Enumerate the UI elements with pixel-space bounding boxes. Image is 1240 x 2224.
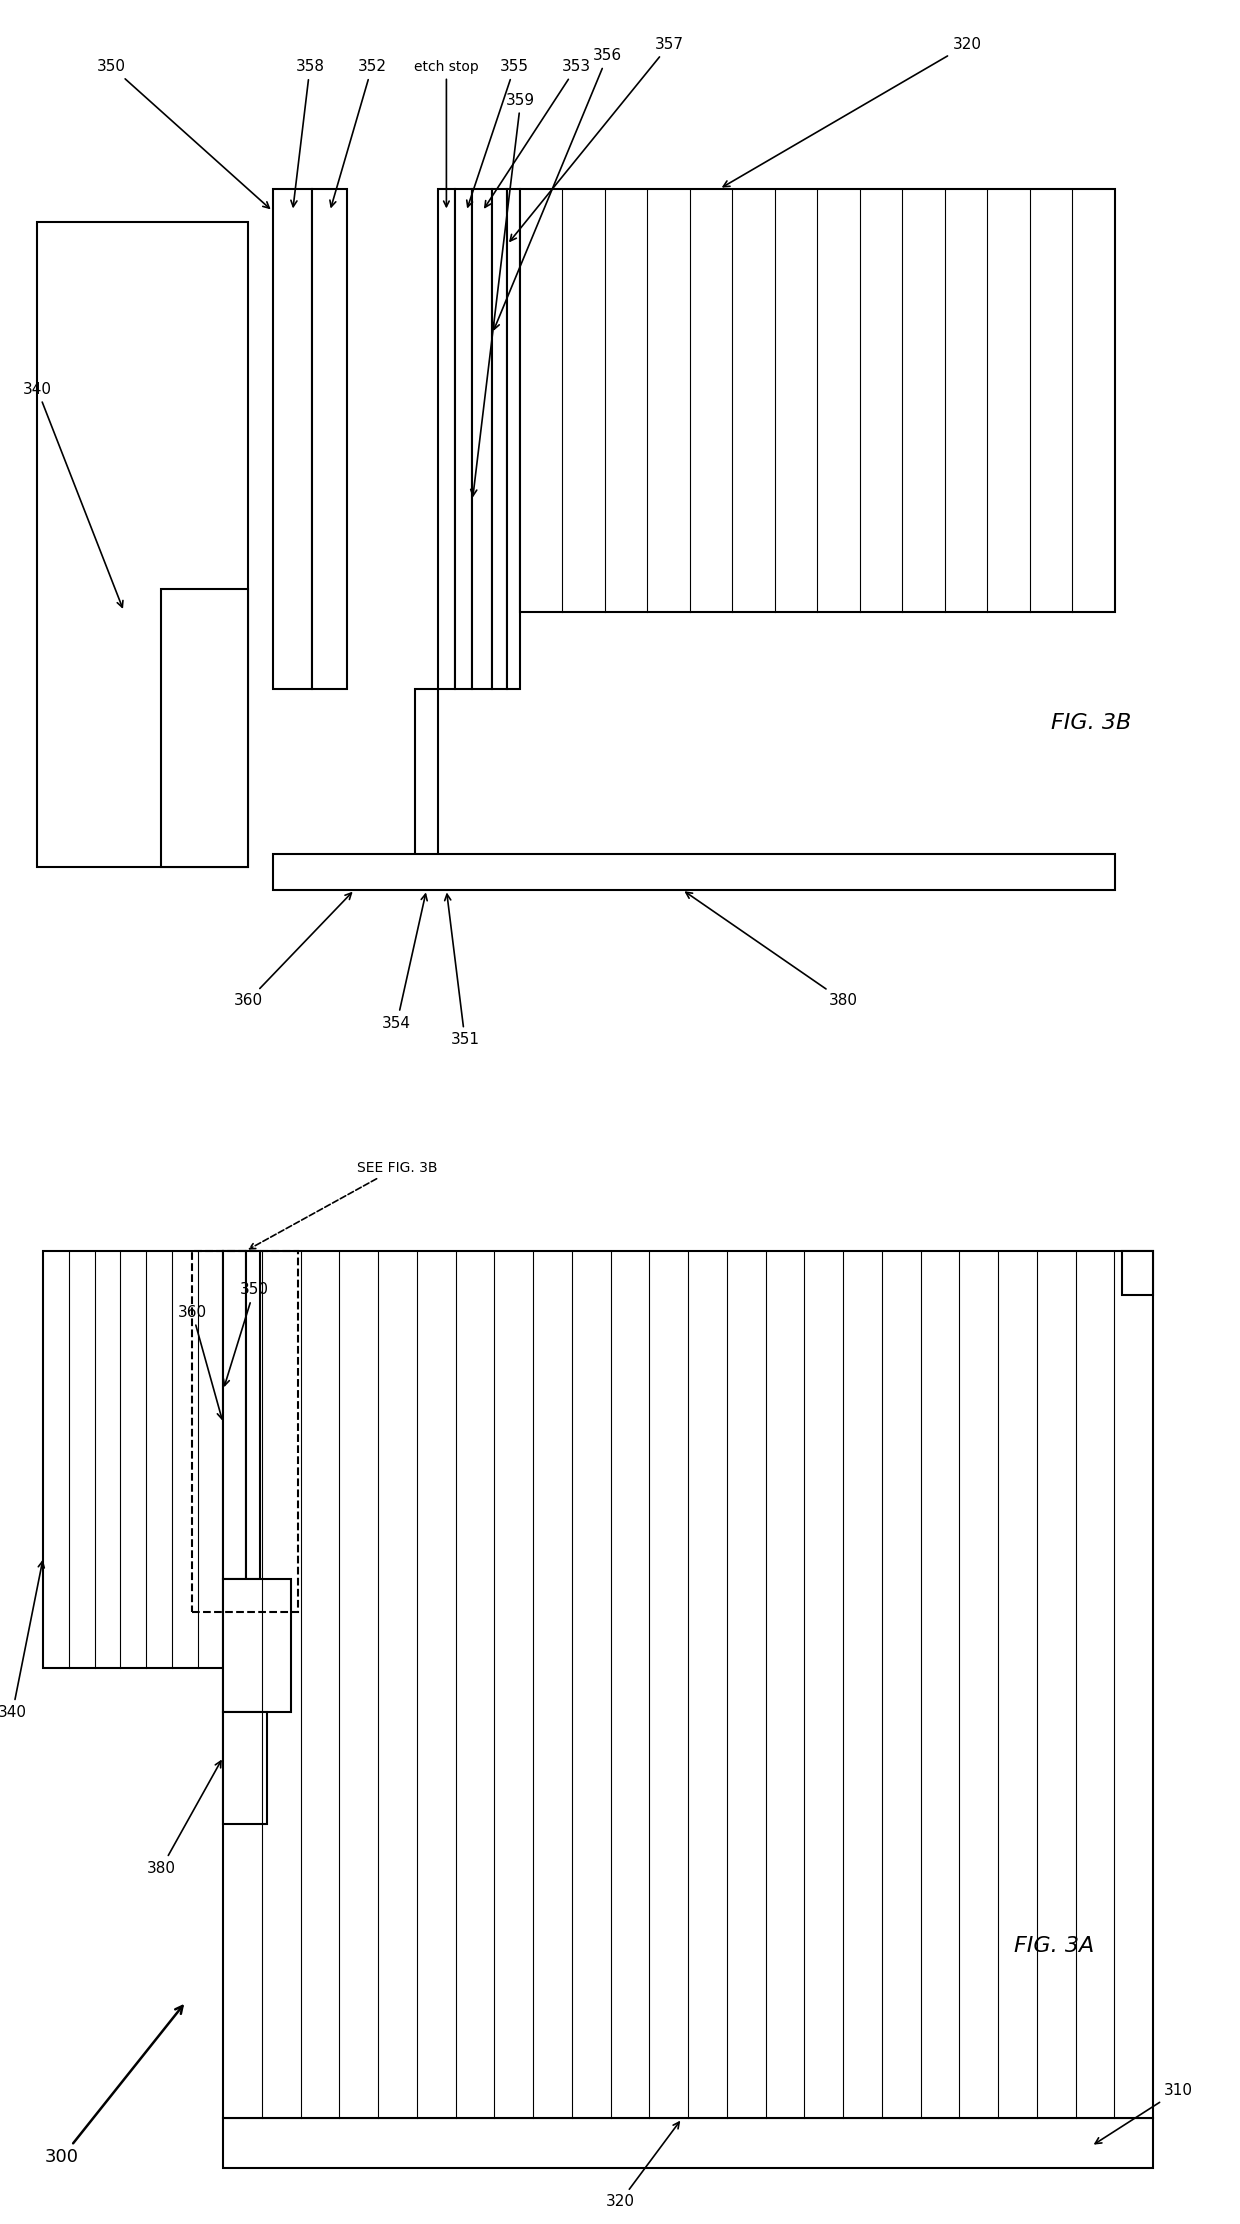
Bar (415, 689, 438, 867)
Bar (192, 1250, 298, 1612)
Text: 320: 320 (723, 38, 982, 187)
Text: 320: 320 (605, 2122, 680, 2208)
Bar (37, 222, 248, 867)
Bar (223, 1712, 267, 1824)
Text: 350: 350 (223, 1283, 269, 1386)
Bar (223, 1579, 291, 1712)
Text: 358: 358 (291, 60, 325, 207)
Bar (438, 189, 455, 689)
Bar (161, 589, 248, 867)
Text: FIG. 3B: FIG. 3B (1052, 714, 1131, 732)
Text: 352: 352 (330, 60, 387, 207)
Text: etch stop: etch stop (414, 60, 479, 207)
Bar (223, 1250, 1153, 2117)
Text: 350: 350 (97, 60, 269, 209)
Text: 354: 354 (382, 894, 428, 1030)
Bar (223, 2117, 1153, 2168)
Bar (312, 189, 347, 689)
Text: SEE FIG. 3B: SEE FIG. 3B (249, 1161, 436, 1248)
Text: 310: 310 (1095, 2084, 1193, 2144)
Text: 355: 355 (466, 60, 529, 207)
Text: 360: 360 (177, 1305, 223, 1419)
Text: 356: 356 (494, 49, 622, 329)
Text: 380: 380 (686, 892, 858, 1007)
Bar (1122, 1250, 1153, 1294)
Bar (472, 189, 492, 689)
Text: 340: 340 (22, 383, 123, 607)
Text: 359: 359 (471, 93, 536, 496)
Bar (455, 189, 472, 689)
Text: 353: 353 (485, 60, 591, 207)
Text: 357: 357 (510, 38, 684, 240)
Text: 351: 351 (445, 894, 480, 1048)
Bar (43, 1250, 223, 1668)
Bar (246, 1250, 260, 1579)
Text: FIG. 3A: FIG. 3A (1014, 1937, 1094, 1955)
Bar (273, 854, 1115, 890)
Text: 340: 340 (0, 1561, 45, 1719)
Bar (520, 189, 1115, 612)
Text: 300: 300 (45, 2006, 182, 2166)
Text: 360: 360 (233, 894, 351, 1007)
Bar (492, 189, 507, 689)
Bar (223, 1250, 246, 1579)
Text: 380: 380 (146, 1761, 221, 1875)
Bar (507, 189, 520, 689)
Bar (273, 189, 312, 689)
